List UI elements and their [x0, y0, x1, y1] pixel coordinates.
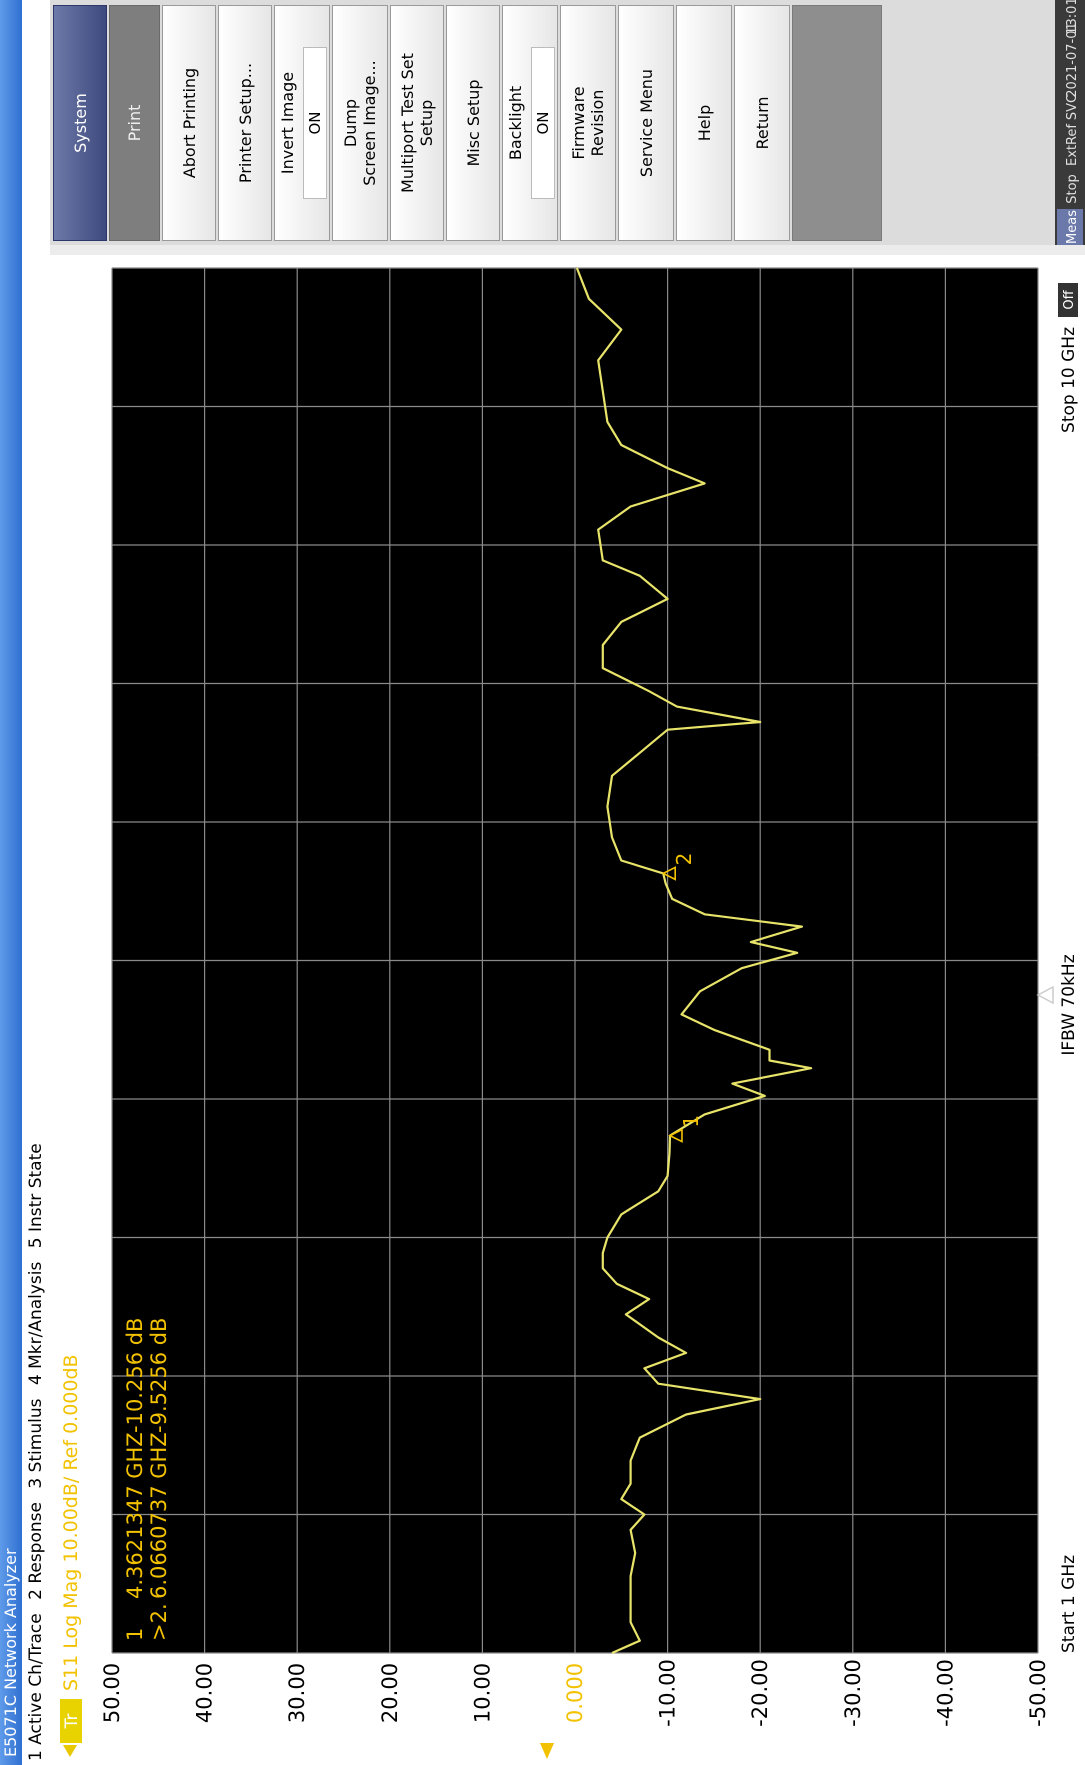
status-extref: ExtRef: [1065, 124, 1080, 166]
softkey-firmware-line2: Revision: [588, 89, 607, 157]
softkey-invert-image-label: Invert Image: [277, 71, 297, 175]
y-tick-labels: 50.00 40.00 30.00 20.00 10.00 0.000 -10.00 -20.…: [100, 1659, 1050, 1727]
softkey-dump-line1: Dump: [341, 98, 360, 148]
marker-2-freq: 6.0660737 GHZ: [147, 1432, 171, 1599]
trace-tag-box[interactable]: [60, 1699, 82, 1743]
reference-level-marker-icon: [540, 1743, 554, 1759]
y-tick-label: 40.00: [193, 1663, 217, 1723]
marker-2-stimulus-icon: [1038, 745, 1053, 765]
trace-line: [575, 267, 813, 1655]
softkey-firmware-line1: Firmware: [569, 86, 588, 160]
softkey-printer-setup-label: Printer Setup...: [235, 62, 255, 184]
marker-1-triangle: [668, 1128, 683, 1143]
y-tick-label: 30.00: [285, 1663, 309, 1723]
grid: [111, 267, 1039, 1654]
status-bar: Meas Stop ExtRef SVC 2021-07-01 13:01: [1055, 0, 1085, 245]
active-trace-arrow-icon: [63, 1745, 77, 1757]
status-meas-box: [1057, 209, 1083, 245]
menu-bar: 1 Active Ch/Trace 2 Response 3 Stimulus …: [22, 0, 50, 1765]
status-meas[interactable]: Meas: [1065, 210, 1080, 244]
right-ref-marker-icon: [535, 255, 555, 267]
y-tick-label: 20.00: [378, 1663, 402, 1723]
softkey-system[interactable]: System: [53, 5, 107, 241]
trace-tag: Tr: [62, 1714, 82, 1730]
chart-area: 50.00 40.00 30.00 20.00 10.00 0.000 -10.00 -20.…: [50, 255, 1085, 1765]
marker-2-value: -9.5256 dB: [147, 1318, 171, 1433]
status-svc: SVC: [1065, 94, 1080, 120]
menu-response[interactable]: 2 Response: [26, 1502, 46, 1600]
y-tick-label: -10.00: [656, 1659, 680, 1727]
ifbw-label: IFBW 70kHz: [1059, 954, 1079, 1055]
invert-image-value: ON: [302, 47, 327, 199]
marker-1-stimulus-icon: [1036, 985, 1054, 1005]
window-title: E5071C Network Analyzer: [0, 0, 22, 1765]
softkey-service-menu-label: Service Menu: [636, 68, 656, 178]
status-bar-svg: Meas Stop ExtRef SVC 2021-07-01 13:01: [1057, 0, 1083, 245]
softkey-multiport-line1: Multiport Test Set: [398, 53, 417, 193]
softkey-dump-line2: Screen Image...: [360, 60, 379, 186]
y-tick-label: -40.00: [933, 1659, 957, 1727]
softkey-misc-setup[interactable]: Misc Setup: [446, 5, 500, 241]
softkey-return-label: Return: [752, 96, 772, 150]
softkey-printer-setup[interactable]: Printer Setup...: [218, 5, 272, 241]
softkey-firmware-revision[interactable]: Firmware Revision: [560, 5, 616, 241]
chart-svg: 50.00 40.00 30.00 20.00 10.00 0.000 -10.00 -20.…: [60, 255, 1079, 1759]
softkey-print[interactable]: Print: [109, 5, 160, 241]
softkey-invert-image[interactable]: Invert Image ON: [274, 5, 330, 241]
softkey-print-label: Print: [125, 104, 144, 142]
softkey-misc-setup-label: Misc Setup: [463, 79, 483, 167]
status-date: 2021-07-01: [1065, 22, 1080, 98]
softkey-panel: System Print Abort Printing Printer Setu…: [50, 0, 1085, 245]
softkey-help[interactable]: Help: [676, 5, 732, 241]
softkey-abort-printing-label: Abort Printing: [179, 67, 199, 179]
softkey-dump-screen-image[interactable]: Dump Screen Image...: [332, 5, 388, 241]
y-tick-label: -50.00: [1026, 1659, 1050, 1727]
stop-frequency: Stop 10 GHz: [1059, 327, 1079, 433]
softkey-help-label: Help: [694, 104, 714, 142]
softkey-system-label: System: [70, 93, 90, 153]
marker-2-label: >2.: [147, 1603, 171, 1641]
y-tick-label: 0.000: [563, 1663, 587, 1723]
menu-mkr-analysis[interactable]: 4 Mkr/Analysis: [26, 1261, 46, 1386]
status-time: 13:01: [1065, 0, 1080, 35]
off-badge-box[interactable]: [1058, 283, 1078, 317]
softkey-return[interactable]: Return: [734, 5, 790, 241]
marker-1-freq: 4.3621347 GHZ: [123, 1432, 147, 1599]
softkey-backlight-label: Backlight: [505, 85, 525, 161]
y-tick-label: -20.00: [748, 1659, 772, 1727]
status-stop: Stop: [1065, 174, 1080, 204]
trace-header-text: S11 Log Mag 10.00dB/ Ref 0.000dB: [60, 1354, 82, 1691]
softkey-service-menu[interactable]: Service Menu: [618, 5, 674, 241]
softkey-blank: [792, 5, 882, 241]
marker-group: 12: [661, 853, 703, 1143]
menu-instr-state[interactable]: 5 Instr State: [26, 1143, 46, 1249]
off-badge: Off: [1062, 289, 1077, 309]
marker-2-triangle: [661, 866, 677, 881]
softkey-abort-printing[interactable]: Abort Printing: [162, 5, 216, 241]
menu-active-ch-trace[interactable]: 1 Active Ch/Trace: [26, 1613, 46, 1761]
y-tick-label: 50.00: [100, 1663, 124, 1723]
softkey-multiport-line2: Setup: [417, 99, 436, 147]
y-tick-label: -30.00: [841, 1659, 865, 1727]
marker-2-number: 2: [672, 853, 696, 866]
backlight-value: ON: [530, 47, 555, 199]
menu-stimulus[interactable]: 3 Stimulus: [26, 1398, 46, 1489]
softkey-multiport-test-set[interactable]: Multiport Test Set Setup: [390, 5, 444, 241]
y-tick-label: 10.00: [470, 1663, 494, 1723]
marker-1-number: 1: [679, 1115, 703, 1128]
start-frequency: Start 1 GHz: [1059, 1555, 1079, 1653]
softkey-backlight[interactable]: Backlight ON: [502, 5, 558, 241]
marker-1-label: 1: [123, 1628, 147, 1641]
marker-1-value: -10.256 dB: [123, 1318, 147, 1433]
